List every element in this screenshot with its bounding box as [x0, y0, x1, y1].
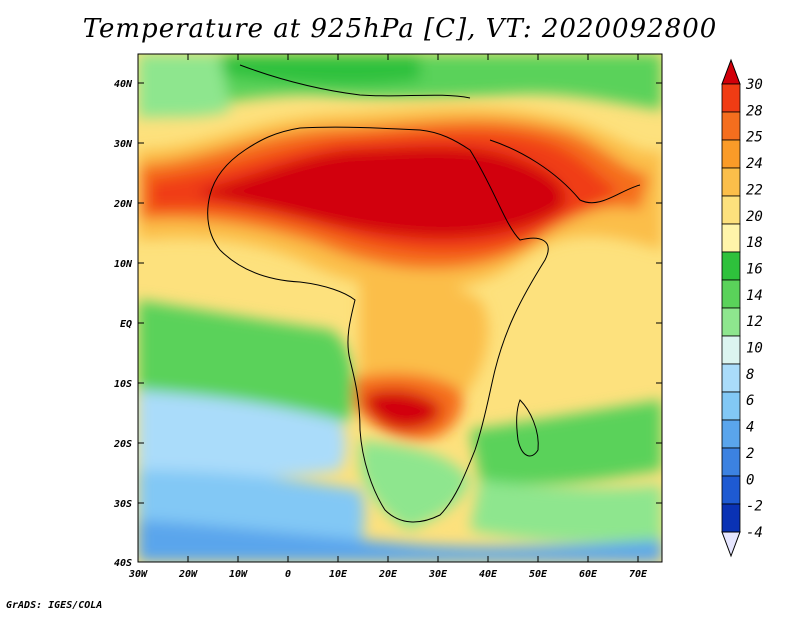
colorbar-label: 10: [746, 341, 763, 357]
colorbar-segment: [721, 167, 741, 197]
colorbar-label: 6: [746, 393, 754, 409]
colorbar-segment: [721, 335, 741, 365]
colorbar-segment: [721, 391, 741, 421]
lon-tick-label: 60E: [579, 569, 598, 580]
colorbar-segment: [721, 503, 741, 533]
lon-tick-label: 20E: [378, 569, 398, 580]
colorbar-segment: [721, 83, 741, 113]
lat-tick-label: 20S: [113, 439, 132, 450]
lon-tick-label: 10E: [329, 569, 348, 580]
colorbar-label: 20: [746, 209, 763, 225]
colorbar-label: 14: [746, 288, 763, 304]
coastlines: [207, 64, 641, 523]
colorbar-label: 24: [746, 156, 763, 172]
colorbar-segment: [721, 223, 741, 253]
latitude-axis: 40N 30N 20N 10N EQ 10S 20S 30S 40S: [113, 79, 662, 569]
colorbar-segment: [721, 475, 741, 505]
colorbar-segment: [721, 419, 741, 449]
colorbar-label: 8: [746, 367, 754, 383]
colorbar-label: 16: [746, 261, 763, 277]
colorbar-bottom-arrow: [721, 531, 741, 558]
colorbar-label: 28: [746, 103, 763, 119]
colorbar-segment: [721, 279, 741, 309]
colorbar-label: 22: [746, 182, 763, 198]
lat-tick-label: 10S: [114, 379, 132, 390]
colorbar-segment: [721, 363, 741, 393]
lon-tick-label: 10W: [229, 569, 248, 580]
lon-tick-label: 70E: [629, 569, 648, 580]
colorbar-segment: [721, 139, 741, 169]
map-title: Temperature at 925hPa [C], VT: 202009280…: [82, 14, 718, 44]
colorbar-segment: [721, 195, 741, 225]
temperature-field: [138, 54, 662, 562]
colorbar-label: 18: [746, 235, 763, 251]
credit-text: GrADS: IGES/COLA: [6, 600, 103, 611]
lon-tick-label: 30W: [128, 569, 148, 580]
colorbar-segment: [721, 447, 741, 477]
colorbar-label: 25: [746, 130, 763, 146]
colorbar-label: 12: [746, 314, 763, 330]
lat-tick-label: 40N: [114, 79, 133, 90]
lon-tick-label: 50E: [529, 569, 548, 580]
plot-frame: [137, 53, 663, 563]
lon-tick-label: 20W: [178, 569, 198, 580]
colorbar-label: 30: [745, 77, 763, 93]
colorbar-segment: [721, 251, 741, 281]
longitude-axis: 30W 20W 10W 0 10E 20E 30E 40E 50E 60E 70E: [128, 54, 648, 580]
lat-tick-label: 30S: [113, 499, 132, 510]
colorbar-label: 0: [746, 472, 754, 488]
lon-tick-label: 40E: [479, 569, 498, 580]
lon-tick-label: 0: [285, 569, 291, 580]
colorbar-segment: [721, 111, 741, 141]
colorbar-segment: [721, 307, 741, 337]
colorbar-label: 2: [746, 446, 754, 462]
lat-tick-label: EQ: [120, 319, 132, 330]
lon-tick-label: 30E: [428, 569, 448, 580]
lat-tick-label: 40S: [114, 558, 132, 569]
lat-tick-label: 30N: [113, 139, 133, 150]
colorbar-label: 4: [746, 420, 754, 436]
lat-tick-label: 10N: [114, 259, 133, 270]
lat-tick-label: 20N: [113, 199, 133, 210]
colorbar-top-arrow: [721, 58, 741, 85]
colorbar-label: -2: [746, 499, 763, 515]
colorbar-label: -4: [746, 525, 763, 541]
